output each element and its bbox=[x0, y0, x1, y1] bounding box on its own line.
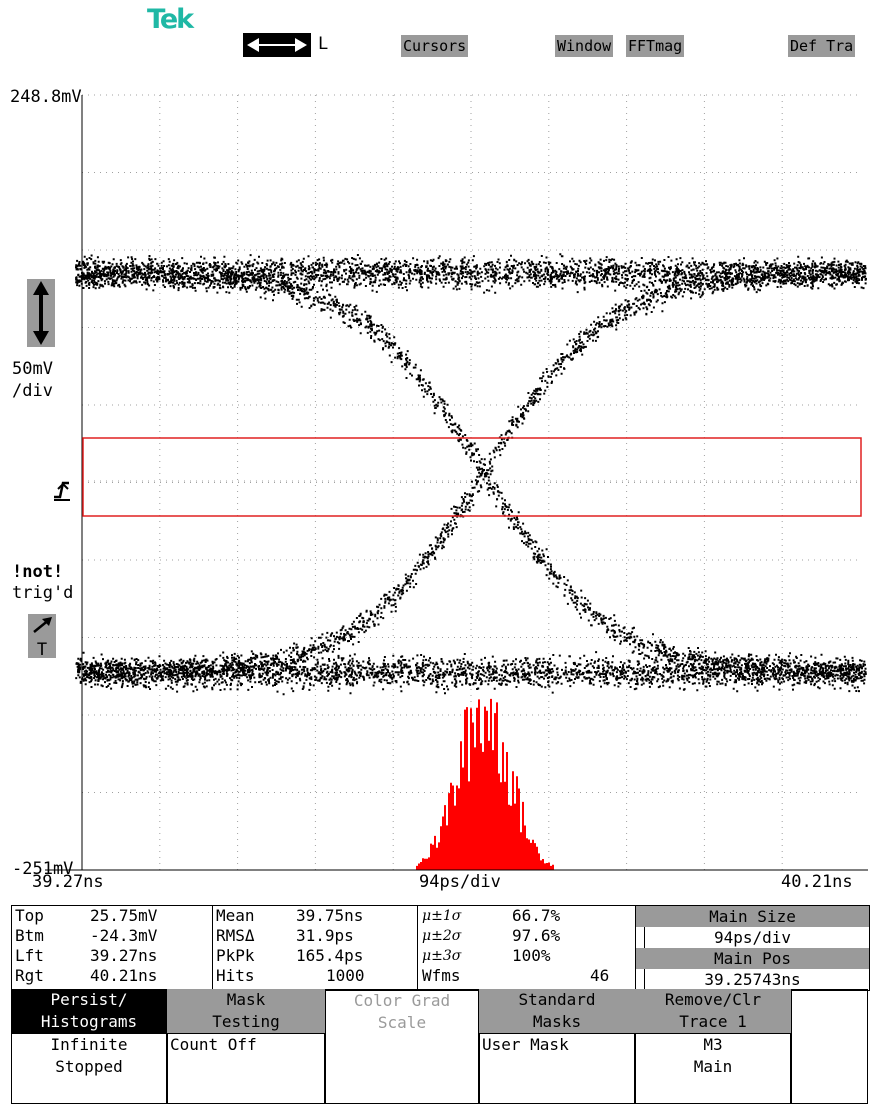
vertical-scale-unit: /div bbox=[12, 381, 53, 401]
deftra-button[interactable]: Def Tra bbox=[788, 35, 856, 57]
color-line-1: Color Grad bbox=[353, 991, 451, 1010]
sigma-label: μ±2σ bbox=[422, 928, 462, 944]
mask-line-1: Mask bbox=[226, 990, 266, 1009]
remove-line-3: M3 bbox=[703, 1035, 723, 1054]
vertical-arrow-icon bbox=[33, 281, 49, 345]
persist-line-3: Infinite bbox=[50, 1035, 128, 1054]
main-pos-value[interactable]: 39.25743ns bbox=[704, 970, 801, 989]
vertical-position-button[interactable] bbox=[27, 279, 55, 347]
persist-line-2: Histograms bbox=[40, 1012, 138, 1031]
histogram-stats-table: Top 25.75mV Mean 39.75ns μ±1σ 66.7% Btm … bbox=[11, 905, 645, 991]
trace-source-value[interactable]: M3 Main bbox=[635, 1033, 791, 1104]
not-triggered-status: !not! bbox=[12, 562, 64, 582]
waveform-display bbox=[45, 94, 868, 871]
standard-masks-key[interactable]: Standard Masks bbox=[479, 989, 635, 1033]
remove-line-2: Trace 1 bbox=[679, 1012, 747, 1031]
sigma-percent: 100% bbox=[512, 946, 551, 965]
persist-line-1: Persist/ bbox=[50, 990, 128, 1009]
vertical-scale-value: 50mV bbox=[12, 359, 53, 379]
jitter-histogram bbox=[416, 698, 554, 870]
color-grad-scale-key: Color Grad Scale bbox=[325, 989, 479, 1104]
mask-line-3: Count Off bbox=[170, 1035, 257, 1054]
empty-softkey[interactable] bbox=[791, 989, 868, 1104]
tek-logo: Tek bbox=[147, 4, 194, 35]
softkey-menu: Persist/ Histograms Infinite Stopped Mas… bbox=[11, 989, 868, 1104]
horizontal-mode-arrow-icon[interactable] bbox=[243, 33, 311, 57]
sigma-label: μ±3σ bbox=[422, 948, 462, 964]
stat-name: Btm bbox=[15, 926, 44, 945]
hist-stat-name: Hits bbox=[216, 966, 255, 985]
mask-testing-key[interactable]: Mask Testing bbox=[167, 989, 325, 1033]
time-left-label: 39.27ns bbox=[32, 872, 104, 892]
stat-name: Rgt bbox=[15, 966, 44, 985]
mode-letter: L bbox=[318, 34, 329, 54]
stat-name: Top bbox=[15, 906, 44, 925]
time-per-div-label: 94ps/div bbox=[419, 872, 501, 892]
hist-stat-value: 1000 bbox=[326, 966, 365, 985]
stat-value: 39.27ns bbox=[90, 946, 158, 965]
cursors-button[interactable]: Cursors bbox=[401, 35, 469, 57]
stat-value: 40.21ns bbox=[90, 966, 158, 985]
std-line-1: Standard bbox=[518, 990, 596, 1009]
std-line-3: User Mask bbox=[482, 1035, 569, 1054]
hist-stat-value: 31.9ps bbox=[296, 926, 354, 945]
remove-line-4: Main bbox=[693, 1057, 733, 1076]
trigger-t-letter: T bbox=[36, 640, 48, 660]
sigma-percent: 97.6% bbox=[512, 926, 561, 945]
time-right-label: 40.21ns bbox=[781, 872, 853, 892]
hist-stat-value: 39.75ns bbox=[296, 906, 364, 925]
histogram-mask-box[interactable] bbox=[82, 437, 862, 517]
user-mask-value[interactable]: User Mask bbox=[479, 1033, 635, 1104]
main-size-label: Main Size bbox=[636, 906, 869, 927]
hist-stat-name: Mean bbox=[216, 906, 255, 925]
wfms-count: 46 bbox=[590, 966, 610, 985]
color-line-2: Scale bbox=[377, 1013, 427, 1032]
trigger-position-button[interactable]: T bbox=[28, 614, 56, 660]
stat-value: -24.3mV bbox=[90, 926, 158, 945]
window-button[interactable]: Window bbox=[555, 35, 614, 57]
graticule bbox=[82, 94, 860, 870]
std-line-2: Masks bbox=[532, 1012, 582, 1031]
trigger-arrow-icon bbox=[33, 617, 52, 633]
top-voltage-label: 248.8mV bbox=[10, 87, 82, 107]
eye-diagram-traces bbox=[75, 253, 867, 696]
persist-histograms-key[interactable]: Persist/ Histograms bbox=[11, 989, 167, 1033]
remove-clear-trace-key[interactable]: Remove/Clr Trace 1 bbox=[635, 989, 791, 1033]
sigma-label: μ±1σ bbox=[422, 908, 462, 924]
stat-value: 25.75mV bbox=[90, 906, 158, 925]
sigma-percent: 66.7% bbox=[512, 906, 561, 925]
hist-stat-value: 165.4ps bbox=[296, 946, 364, 965]
persist-mode-value[interactable]: Infinite Stopped bbox=[11, 1033, 167, 1104]
persist-line-4: Stopped bbox=[55, 1057, 123, 1076]
main-timebase-panel: Main Size 94ps/div Main Pos 39.25743ns bbox=[635, 905, 870, 991]
main-pos-label: Main Pos bbox=[636, 948, 869, 969]
trigger-level-icon bbox=[54, 481, 70, 501]
trigger-status-text: trig'd bbox=[12, 583, 74, 603]
remove-line-1: Remove/Clr bbox=[664, 990, 762, 1009]
wfms-label: Wfms bbox=[422, 966, 461, 985]
mask-line-2: Testing bbox=[212, 1012, 280, 1031]
mask-count-value[interactable]: Count Off bbox=[167, 1033, 325, 1104]
main-size-value[interactable]: 94ps/div bbox=[713, 928, 792, 947]
fftmag-button[interactable]: FFTmag bbox=[626, 35, 685, 57]
bottom-voltage-label: -251mV bbox=[12, 859, 74, 879]
hist-stat-name: RMSΔ bbox=[216, 926, 255, 945]
stat-name: Lft bbox=[15, 946, 44, 965]
hist-stat-name: PkPk bbox=[216, 946, 255, 965]
